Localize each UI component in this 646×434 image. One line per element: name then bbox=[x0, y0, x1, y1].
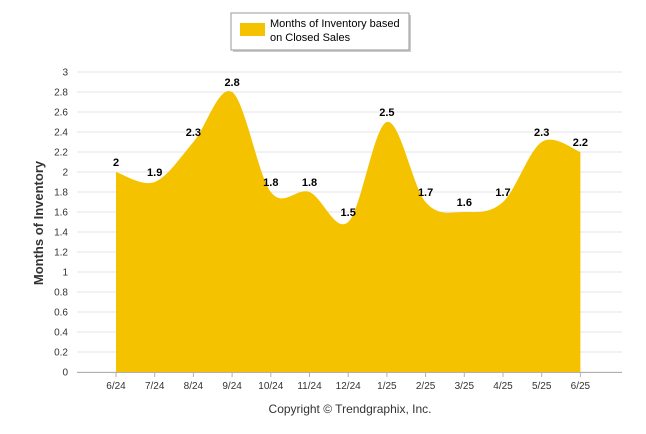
x-tick-label: 12/24 bbox=[336, 381, 361, 392]
y-tick-label: 0 bbox=[62, 368, 68, 379]
y-tick-label: 1.6 bbox=[54, 208, 68, 219]
data-label: 1.6 bbox=[457, 197, 472, 209]
x-tick-label: 8/24 bbox=[184, 381, 204, 392]
x-tick-label: 7/24 bbox=[145, 381, 165, 392]
y-tick-label: 1.4 bbox=[54, 228, 68, 239]
y-tick-label: 3 bbox=[62, 68, 68, 79]
legend-label-line2: on Closed Sales bbox=[270, 32, 351, 44]
y-tick-label: 1.2 bbox=[54, 248, 68, 259]
data-label: 2.5 bbox=[379, 107, 394, 119]
x-tick-label: 2/25 bbox=[416, 381, 436, 392]
x-tick-label: 10/24 bbox=[258, 381, 283, 392]
y-tick-label: 2.6 bbox=[54, 108, 68, 119]
legend: Months of Inventory based on Closed Sale… bbox=[230, 12, 411, 52]
y-tick-label: 1 bbox=[62, 268, 68, 279]
x-tick-label: 5/25 bbox=[532, 381, 552, 392]
y-tick-label: 0.8 bbox=[54, 288, 68, 299]
data-label: 2.2 bbox=[573, 137, 588, 149]
data-label: 2 bbox=[113, 157, 119, 169]
data-label: 2.3 bbox=[186, 127, 201, 139]
x-tick-label: 11/24 bbox=[297, 381, 322, 392]
x-tick-label: 3/25 bbox=[455, 381, 475, 392]
data-label: 1.7 bbox=[495, 187, 510, 199]
y-axis-ticks: 0 0.2 0.4 0.6 0.8 1 1.2 1.4 1.6 1.8 2 2.2 2.4 2.6 2.8 3 bbox=[54, 68, 68, 379]
x-tick-label: 6/24 bbox=[106, 381, 126, 392]
x-tick-label: 9/24 bbox=[222, 381, 242, 392]
y-tick-label: 2.4 bbox=[54, 128, 68, 139]
legend-swatch bbox=[240, 23, 265, 36]
data-label: 1.9 bbox=[147, 167, 162, 179]
y-tick-label: 0.4 bbox=[54, 328, 68, 339]
legend-label-line1: Months of Inventory based bbox=[270, 18, 400, 30]
copyright-text: Copyright © Trendgraphix, Inc. bbox=[269, 402, 432, 416]
data-label: 1.8 bbox=[263, 177, 278, 189]
y-tick-label: 2 bbox=[62, 168, 68, 179]
x-axis-ticks: 6/24 7/24 8/24 9/24 10/24 11/24 12/24 1/25 2/25 3… bbox=[106, 372, 591, 392]
y-tick-label: 1.8 bbox=[54, 188, 68, 199]
data-label: 1.5 bbox=[341, 207, 356, 219]
y-tick-label: 0.2 bbox=[54, 348, 68, 359]
series-area bbox=[116, 90, 581, 373]
y-axis-label: Months of Inventory bbox=[31, 160, 46, 285]
y-tick-label: 0.6 bbox=[54, 308, 68, 319]
data-labels: 2 1.9 2.3 2.8 1.8 1.8 1.5 2.5 1.7 1.6 1.7 2.3 2.2 bbox=[113, 77, 588, 219]
x-tick-label: 6/25 bbox=[571, 381, 591, 392]
data-label: 2.8 bbox=[224, 77, 239, 89]
y-tick-label: 2.8 bbox=[54, 88, 68, 99]
x-tick-label: 4/25 bbox=[493, 381, 513, 392]
y-tick-label: 2.2 bbox=[54, 148, 68, 159]
data-label: 1.8 bbox=[302, 177, 317, 189]
x-tick-label: 1/25 bbox=[377, 381, 397, 392]
data-label: 1.7 bbox=[418, 187, 433, 199]
data-label: 2.3 bbox=[534, 127, 549, 139]
